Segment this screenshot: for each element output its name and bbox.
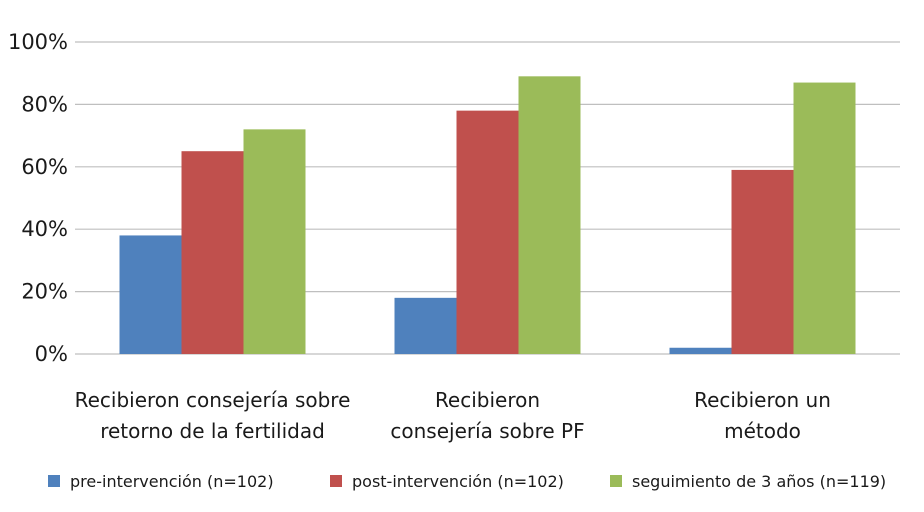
x-category-label: retorno de la fertilidad xyxy=(100,419,325,443)
bar xyxy=(456,110,519,354)
x-category-label: Recibieron consejería sobre xyxy=(75,388,351,412)
legend-label: seguimiento de 3 años (n=119) xyxy=(632,472,886,491)
y-tick-label: 0% xyxy=(35,342,68,366)
x-category-label: Recibieron xyxy=(435,388,540,412)
x-category-label: consejería sobre PF xyxy=(390,419,584,443)
x-category-label: Recibieron un xyxy=(694,388,831,412)
bar xyxy=(181,151,244,354)
y-tick-label: 20% xyxy=(21,280,68,304)
y-tick-label: 60% xyxy=(21,155,68,179)
bar xyxy=(669,347,732,354)
legend-swatch xyxy=(610,475,622,487)
legend-label: pre-intervención (n=102) xyxy=(70,472,274,491)
bar xyxy=(243,129,306,354)
bar xyxy=(793,82,856,354)
y-tick-label: 80% xyxy=(21,92,68,116)
y-tick-label: 100% xyxy=(8,30,68,54)
bar xyxy=(518,76,581,354)
bar xyxy=(731,169,794,354)
legend-label: post-intervención (n=102) xyxy=(352,472,564,491)
legend-swatch xyxy=(48,475,60,487)
legend-swatch xyxy=(330,475,342,487)
bar xyxy=(119,235,182,354)
y-tick-label: 40% xyxy=(21,217,68,241)
bar xyxy=(394,297,457,354)
x-category-label: método xyxy=(724,419,801,443)
